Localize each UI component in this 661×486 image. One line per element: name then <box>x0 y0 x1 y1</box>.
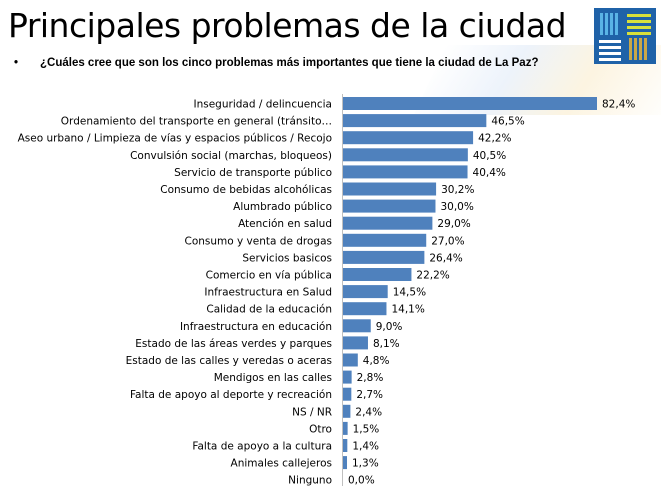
bar <box>343 199 436 213</box>
category-label: Animales callejeros <box>231 458 332 470</box>
data-label: 2,7% <box>356 389 383 401</box>
data-label: 29,0% <box>437 218 470 230</box>
data-labels-group: 82,4% 46,5% 42,2% 40,5% 40,4% 30,2% 30,0% 29,0%… <box>348 99 635 486</box>
bar <box>343 165 468 179</box>
bar <box>343 421 348 435</box>
category-label: Infraestructura en educación <box>180 321 332 333</box>
category-label: Aseo urbano / Limpieza de vías y espacio… <box>18 133 332 145</box>
bar <box>343 131 474 145</box>
data-label: 46,5% <box>491 116 524 128</box>
data-label: 30,0% <box>440 201 473 213</box>
bar <box>343 336 368 350</box>
basket-weave-logo-icon <box>594 8 656 64</box>
bar <box>343 148 468 162</box>
bar <box>343 182 437 196</box>
data-label: 1,4% <box>352 441 379 453</box>
category-labels-group: Inseguridad / delincuencia Ordenamiento d… <box>18 99 332 486</box>
category-label: Atención en salud <box>238 218 332 230</box>
data-label: 82,4% <box>602 99 635 111</box>
bar <box>343 268 412 281</box>
data-label: 1,5% <box>353 423 380 435</box>
category-label: Consumo y venta de drogas <box>184 235 332 247</box>
bar <box>343 439 348 452</box>
data-label: 22,2% <box>416 270 449 282</box>
category-label: Ordenamiento del transporte en general (… <box>61 116 332 128</box>
logo-white-horizontal-stripes <box>599 40 621 61</box>
data-label: 8,1% <box>373 338 400 350</box>
category-label: Infraestructura en Salud <box>204 287 332 299</box>
data-label: 14,1% <box>391 304 424 316</box>
data-label: 42,2% <box>478 133 511 145</box>
data-label: 2,4% <box>355 406 382 418</box>
category-label: Mendigos en las calles <box>214 372 332 384</box>
category-label: Estado de las áreas verdes y parques <box>135 338 332 350</box>
data-label: 14,5% <box>393 287 426 299</box>
category-label: Calidad de la educación <box>206 304 332 316</box>
data-label: 0,0% <box>348 475 375 486</box>
data-label: 9,0% <box>376 321 403 333</box>
bar <box>343 302 387 316</box>
data-label: 40,5% <box>473 150 506 162</box>
data-label: 40,4% <box>473 167 506 179</box>
category-label: NS / NR <box>292 406 332 418</box>
logo-gold-vertical-stripes <box>629 38 647 60</box>
category-label: Inseguridad / delincuencia <box>194 99 333 111</box>
data-label: 27,0% <box>431 235 464 247</box>
data-label: 1,3% <box>352 458 379 470</box>
category-label: Falta de apoyo al deporte y recreación <box>130 389 332 401</box>
category-label: Servicios basicos <box>242 252 332 264</box>
bar <box>343 319 371 333</box>
data-label: 26,4% <box>429 252 462 264</box>
logo-blue-vertical-stripes <box>600 13 618 35</box>
bar <box>343 456 348 470</box>
bar <box>343 97 597 110</box>
bar <box>343 114 487 128</box>
bar <box>343 216 433 230</box>
category-label: Convulsión social (marchas, bloqueos) <box>130 150 332 162</box>
data-label: 2,8% <box>357 372 384 384</box>
category-label: Otro <box>309 423 332 435</box>
category-label: Consumo de bebidas alcohólicas <box>160 184 332 196</box>
bar <box>343 233 427 247</box>
data-label: 30,2% <box>441 184 474 196</box>
question-text: ¿Cuáles cree que son los cinco problemas… <box>40 57 539 69</box>
bar <box>343 285 388 299</box>
category-label: Estado de las calles y veredas o aceras <box>126 355 332 367</box>
bars-group <box>343 97 597 470</box>
bullet-icon: • <box>14 57 19 69</box>
bar <box>343 370 352 384</box>
data-label: 4,8% <box>363 355 390 367</box>
category-label: Alumbrado público <box>233 201 332 213</box>
bar <box>343 250 425 264</box>
bar <box>343 387 352 401</box>
category-label: Ninguno <box>288 475 332 486</box>
logo-yellow-horizontal-stripes <box>627 14 651 35</box>
category-label: Falta de apoyo a la cultura <box>192 441 332 453</box>
page-title: Principales problemas de la ciudad <box>8 6 567 45</box>
bar <box>343 404 351 418</box>
category-label: Servicio de transporte público <box>174 167 332 179</box>
category-label: Comercio en vía pública <box>206 270 332 282</box>
survey-question: • ¿Cuáles cree que son los cinco problema… <box>14 57 538 69</box>
bar <box>343 353 358 367</box>
